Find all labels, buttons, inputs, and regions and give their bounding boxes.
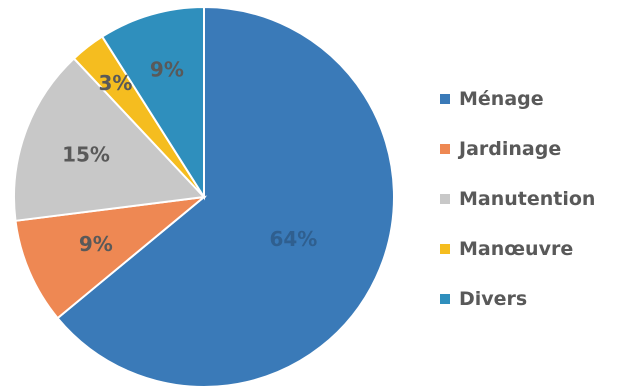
legend-label: Ménage [459, 88, 544, 110]
legend-item-manutention: Manutention [440, 174, 635, 224]
legend-item-menage: Ménage [440, 74, 635, 124]
data-label-menage: 64% [269, 227, 317, 251]
legend-label: Manutention [459, 188, 596, 210]
data-label-manoeuvre: 3% [99, 71, 133, 95]
data-label-jardinage: 9% [79, 232, 113, 256]
pie-plot-area: 64% 9% 15% 3% 9% [13, 5, 395, 387]
legend-item-divers: Divers [440, 274, 635, 324]
legend-swatch [440, 94, 450, 104]
data-label-manutention: 15% [62, 143, 110, 167]
legend-item-jardinage: Jardinage [440, 124, 635, 174]
slice-manutention [13, 57, 207, 222]
legend-label: Manœuvre [459, 238, 574, 260]
data-label-divers: 9% [150, 57, 184, 81]
legend-label: Divers [459, 288, 528, 310]
legend-swatch [440, 244, 450, 254]
legend-swatch [440, 194, 450, 204]
legend-swatch [440, 144, 450, 154]
slice-menage [56, 5, 395, 387]
slice-jardinage [14, 195, 208, 320]
legend-item-manoeuvre: Manœuvre [440, 224, 635, 274]
legend-swatch [440, 294, 450, 304]
legend: Ménage Jardinage Manutention Manœuvre Di… [440, 74, 635, 324]
slice-divers [100, 5, 205, 201]
legend-label: Jardinage [459, 138, 562, 160]
